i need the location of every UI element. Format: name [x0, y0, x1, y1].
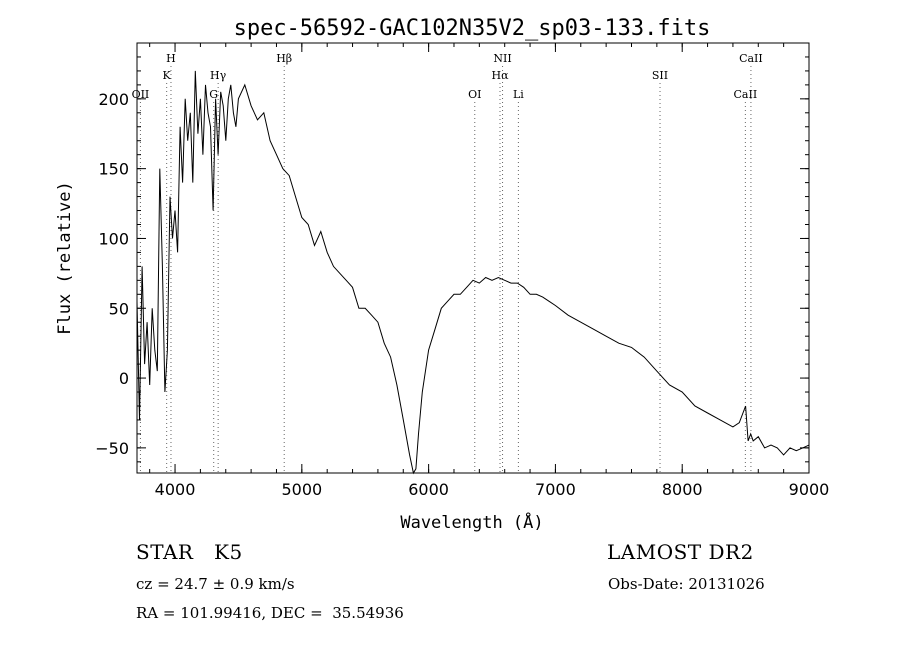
- spectral-line-label: OI: [468, 88, 481, 101]
- plot-frame: [136, 42, 810, 474]
- spectral-line-label: CaII: [734, 88, 758, 101]
- redshift-label: cz = 24.7 ± 0.9 km/s: [136, 575, 295, 593]
- spectral-line-label: CaII: [739, 52, 763, 65]
- axis-tick-labels: 4000 5000 6000 7000 8000 9000 −50 0 50 100 150 200: [95, 90, 829, 499]
- y-tick-label: −50: [95, 439, 129, 458]
- x-tick-label: 9000: [789, 480, 830, 499]
- y-tick-label: 0: [119, 369, 129, 388]
- spectral-line-label: Hα: [491, 69, 509, 82]
- x-tick-label: 7000: [535, 480, 576, 499]
- chart-title: spec-56592-GAC102N35V2_sp03-133.fits: [234, 16, 711, 41]
- spectral-line-label: K: [163, 69, 172, 82]
- spectral-line-label: Hβ: [276, 52, 292, 65]
- y-tick-label: 150: [98, 160, 129, 179]
- spectral-line-label: Hγ: [210, 69, 227, 82]
- x-tick-label: 8000: [662, 480, 703, 499]
- obs-date-label: Obs-Date: 20131026: [608, 575, 765, 593]
- spectral-line-label: G: [209, 88, 218, 101]
- x-tick-label: 5000: [281, 480, 322, 499]
- spectral-line-label: H: [166, 52, 176, 65]
- x-tick-label: 6000: [408, 480, 449, 499]
- y-tick-label: 100: [98, 229, 129, 248]
- spectrum-line: [136, 70, 810, 475]
- y-tick-label: 50: [109, 299, 129, 318]
- axis-ticks: [137, 42, 810, 473]
- survey-label: LAMOST DR2: [607, 540, 754, 564]
- y-tick-label: 200: [98, 90, 129, 109]
- spectral-line-label: Li: [513, 88, 524, 101]
- x-tick-label: 4000: [155, 480, 196, 499]
- x-axis-label: Wavelength (Å): [400, 511, 543, 533]
- spectral-line-label: SII: [652, 69, 668, 82]
- spectral-line-label: OII: [132, 88, 150, 101]
- y-axis-label: Flux (relative): [55, 181, 75, 335]
- spectral-line-markers: OII HK Hγ G Hβ OI NII Hα Li SII CaII CaII: [132, 52, 763, 473]
- coordinates-label: RA = 101.99416, DEC = 35.54936: [136, 604, 404, 622]
- spectral-line-label: NII: [493, 52, 511, 65]
- object-type-label: STAR K5: [136, 540, 243, 564]
